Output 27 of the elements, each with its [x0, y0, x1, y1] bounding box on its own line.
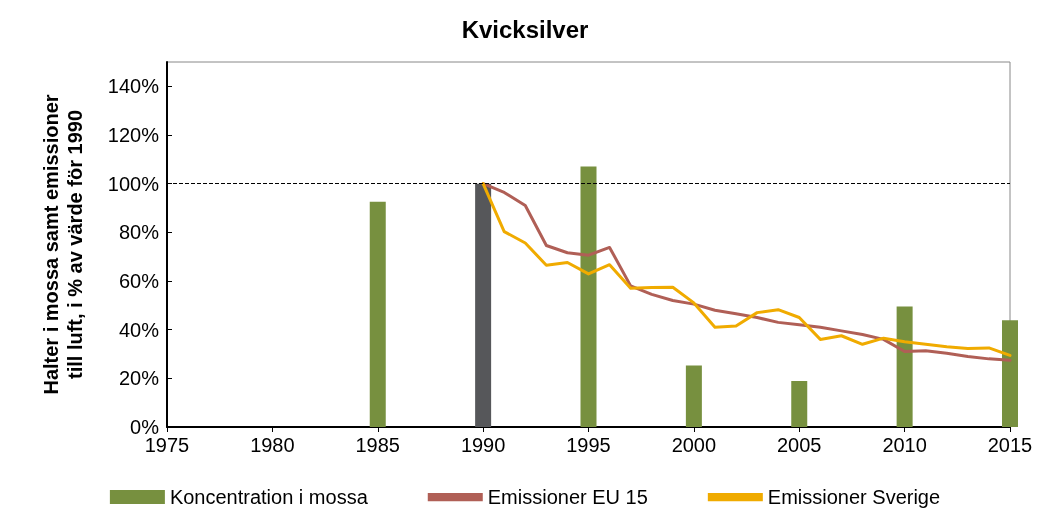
- y-tick-label: 40%: [118, 318, 160, 341]
- chart-title: Kvicksilver: [461, 15, 589, 43]
- y-tick-label: 60%: [118, 270, 160, 292]
- x-tick-label: 1985: [355, 434, 400, 456]
- x-tick-label: 2010: [882, 434, 927, 456]
- bar: [369, 201, 386, 427]
- legend-label: Emissioner EU 15: [487, 486, 648, 508]
- bar: [791, 381, 808, 427]
- bar: [685, 365, 702, 427]
- legend-label: Koncentration i mossa: [169, 486, 369, 508]
- x-tick-label: 2015: [987, 434, 1033, 456]
- y-tick-label: 80%: [118, 221, 160, 244]
- bar: [896, 306, 913, 427]
- x-tick-label: 1980: [250, 434, 295, 456]
- y-tick-label: 20%: [118, 367, 160, 390]
- y-axis-title: Halter i mossa samt emissioner till luft, i % av värde för 1990: [40, 94, 86, 395]
- bar: [580, 166, 597, 427]
- x-tick-label: 2005: [777, 434, 822, 456]
- y-tick-label: 140%: [107, 75, 160, 98]
- x-tick-label: 2000: [671, 434, 717, 456]
- x-tick-label: 1995: [566, 434, 611, 456]
- x-tick-label: 1990: [460, 434, 506, 456]
- bar: [475, 183, 492, 427]
- y-tick-label: 100%: [107, 172, 160, 195]
- bar: [1002, 320, 1018, 427]
- legend-label: Emissioner Sverige: [767, 486, 941, 508]
- y-tick-label: 120%: [107, 124, 160, 146]
